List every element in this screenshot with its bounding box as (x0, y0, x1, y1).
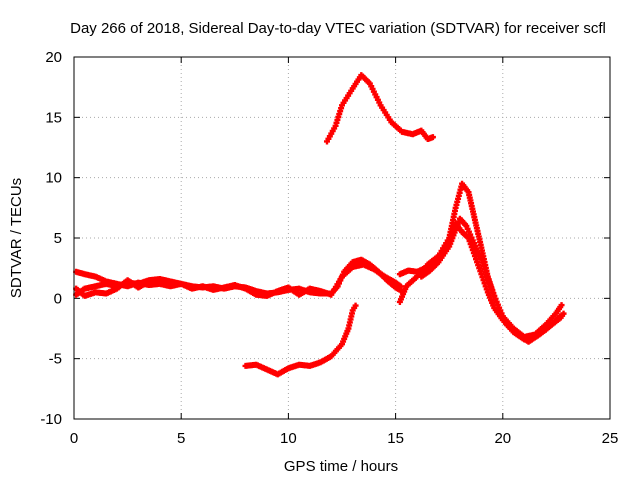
data-point (352, 302, 359, 309)
data-point (397, 283, 404, 290)
series-track-e (323, 72, 436, 145)
data-point (560, 310, 567, 317)
x-tick-label: 10 (280, 430, 297, 447)
y-axis-label: SDTVAR / TECUs (8, 178, 25, 298)
y-tick-label: 15 (45, 109, 62, 126)
y-tick-label: 10 (45, 170, 62, 187)
series-track-d (242, 302, 359, 378)
y-tick-labels: -10 -5 0 5 10 15 20 (40, 49, 62, 428)
x-tick-label: 0 (70, 430, 78, 447)
series-track-c (73, 277, 147, 299)
y-tick-label: -10 (40, 411, 62, 428)
data-point (429, 134, 436, 141)
series-track-h (418, 215, 567, 345)
x-tick-label: 25 (602, 430, 619, 447)
y-tick-label: 5 (54, 230, 62, 247)
data-point (558, 302, 565, 309)
data-point (140, 281, 147, 288)
grid-lines (74, 57, 610, 419)
chart-title: Day 266 of 2018, Sidereal Day-to-day VTE… (70, 20, 606, 37)
series-track-a (73, 256, 404, 298)
plot-border (73, 56, 611, 420)
x-tick-label: 20 (494, 430, 511, 447)
data-points (73, 72, 567, 378)
series-track-b (73, 261, 404, 299)
y-tick-label: 0 (54, 290, 62, 307)
x-axis-label: GPS time / hours (284, 458, 398, 475)
y-tick-label: 20 (45, 49, 62, 66)
x-tick-label: 15 (387, 430, 404, 447)
x-tick-labels: 0 5 10 15 20 25 (70, 430, 619, 447)
x-tick-label: 5 (177, 430, 185, 447)
y-tick-label: -5 (49, 351, 62, 368)
